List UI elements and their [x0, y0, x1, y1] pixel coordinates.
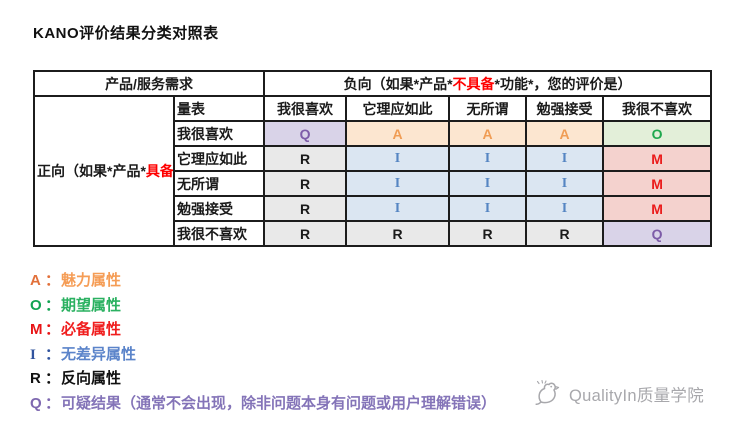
row-header: 勉强接受 [172, 195, 266, 222]
legend-colon: ： [45, 345, 61, 363]
table-row: 它理应如此 R I I I M [34, 145, 713, 172]
result-cell: I [525, 195, 605, 222]
table-row-scale: 正向（如果*产品*具备*功能*，您的评价是） 量表 我很喜欢 它理应如此 无所谓… [33, 95, 713, 247]
legend-label: 必备属性 [61, 321, 122, 338]
negative-header-suffix: *功能*，您的评价是） [494, 75, 632, 92]
column-header: 勉强接受 [525, 95, 605, 122]
result-cell: R [263, 220, 348, 247]
legend-label: 期望属性 [61, 296, 122, 314]
legend-item-questionable: Q ：可疑结果（通常不会出现，除非问题本身有问题或用户理解错误） [30, 392, 496, 417]
brand-watermark: QualityIn质量学院 [534, 379, 704, 409]
result-cell: R [345, 220, 451, 247]
page-title: KANO评价结果分类对照表 [33, 25, 219, 42]
legend-label: 反向属性 [61, 370, 122, 387]
result-cell: R [448, 220, 528, 247]
legend-item-expected: O ：期望属性 [30, 294, 496, 319]
legend-letter: M [30, 321, 43, 338]
negative-direction-header: 负向（如果*产品*不具备*功能*，您的评价是） [263, 70, 713, 97]
positive-header-prefix: 正向（如果*产品* [37, 162, 146, 179]
column-header: 我很不喜欢 [602, 95, 713, 122]
legend-letter: O [30, 296, 42, 314]
legend-colon: ： [45, 296, 61, 314]
column-header: 我很喜欢 [263, 95, 348, 122]
result-cell: I [448, 170, 528, 197]
result-cell: M [602, 170, 713, 197]
legend-colon: ： [45, 370, 61, 387]
result-cell: A [448, 120, 528, 147]
result-cell: M [602, 145, 713, 172]
row-header: 我很喜欢 [172, 120, 266, 147]
result-cell: A [525, 120, 605, 147]
result-cell: Q [263, 120, 348, 147]
legend-item-mandatory: M ：必备属性 [30, 318, 496, 343]
column-header: 它理应如此 [345, 95, 451, 122]
row-header: 它理应如此 [172, 145, 266, 172]
result-cell: I [448, 195, 528, 222]
legend-item-indifferent: I ：无差异属性 [30, 343, 496, 368]
result-cell: R [263, 195, 348, 222]
scale-label: 量表 [172, 95, 266, 122]
legend: A ：魅力属性 O ：期望属性 M ：必备属性 I ：无差异属性 R ：反向属性 Q ：可疑… [30, 269, 496, 416]
result-cell: I [448, 145, 528, 172]
result-cell: O [602, 120, 713, 147]
legend-colon: ： [45, 394, 61, 412]
legend-item-reverse: R ：反向属性 [30, 367, 496, 392]
legend-colon: ： [45, 272, 61, 289]
brand-name: QualityIn质量学院 [569, 387, 705, 405]
row-header: 我很不喜欢 [172, 220, 266, 247]
legend-label: 可疑结果（通常不会出现，除非问题本身有问题或用户理解错误） [61, 394, 497, 412]
kano-classification-table: 产品/服务需求 负向（如果*产品*不具备*功能*，您的评价是） 正向（如果*产品… [32, 70, 713, 247]
bird-logo-icon [534, 379, 564, 409]
legend-letter: I [30, 346, 36, 363]
row-header: 无所谓 [172, 170, 266, 197]
result-cell: R [263, 145, 348, 172]
legend-letter: A [30, 272, 41, 289]
column-header: 无所谓 [448, 95, 528, 122]
result-cell: I [345, 195, 451, 222]
positive-direction-header: 正向（如果*产品*具备*功能*，您的评价是） [33, 95, 175, 247]
legend-item-attractive: A ：魅力属性 [30, 269, 496, 294]
result-cell: I [345, 170, 451, 197]
legend-colon: ： [45, 321, 61, 338]
result-cell: R [525, 220, 605, 247]
result-cell: M [602, 195, 713, 222]
result-cell: I [525, 170, 605, 197]
positive-header-highlight: 具备 [145, 162, 174, 179]
negative-header-prefix: 负向（如果*产品* [343, 75, 453, 92]
result-cell: I [345, 145, 451, 172]
result-cell: I [525, 145, 605, 172]
result-cell: Q [602, 220, 713, 247]
legend-label: 魅力属性 [61, 272, 122, 289]
legend-label: 无差异属性 [61, 345, 137, 363]
legend-letter: Q [30, 394, 42, 412]
table-row: 勉强接受 R I I I M [34, 195, 713, 222]
table-row: 无所谓 R I I I M [34, 170, 713, 197]
table-row: 我很喜欢 Q A A A O [34, 120, 713, 147]
corner-header: 产品/服务需求 [32, 70, 266, 97]
result-cell: R [263, 170, 348, 197]
legend-letter: R [30, 370, 41, 387]
table-row: 我很不喜欢 R R R R Q [34, 220, 713, 247]
table-row-header-top: 产品/服务需求 负向（如果*产品*不具备*功能*，您的评价是） [32, 70, 713, 97]
result-cell: A [345, 120, 451, 147]
negative-header-highlight: 不具备 [452, 75, 495, 92]
